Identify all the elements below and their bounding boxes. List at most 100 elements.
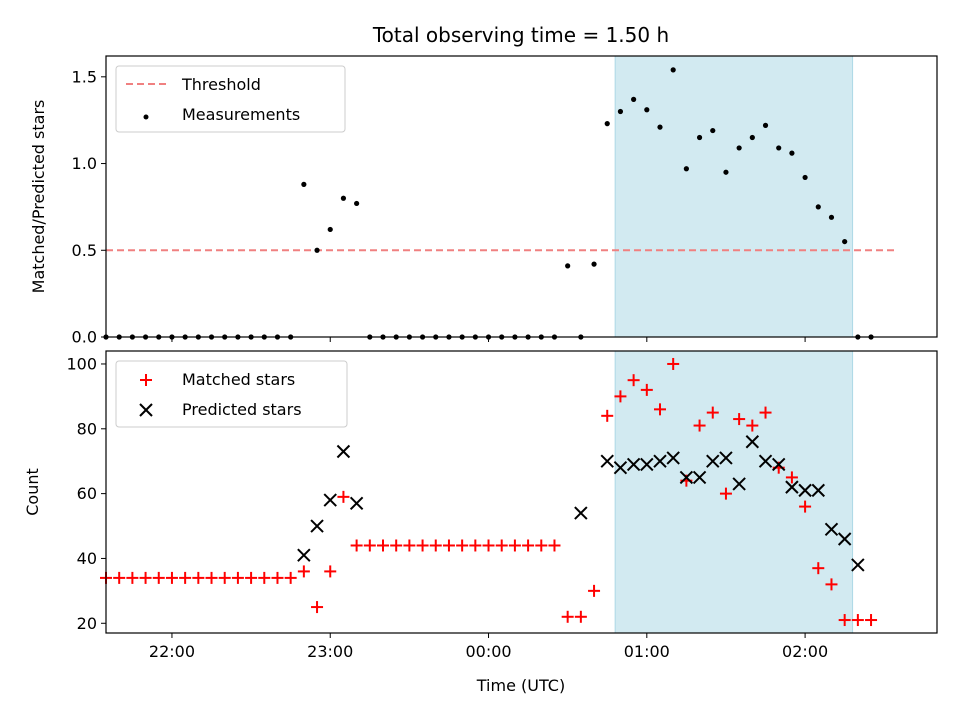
- predicted-star-point: [824, 522, 839, 536]
- predicted-marker-b: [336, 444, 351, 459]
- predicted-marker-b: [851, 558, 865, 572]
- matched-star-point: [548, 539, 561, 552]
- matched-star-point: [350, 539, 363, 552]
- bottom-legend-box: [115, 360, 348, 428]
- matched-star-point: [126, 571, 139, 584]
- predicted-marker-b: [574, 506, 588, 520]
- matched-star-point: [719, 487, 732, 500]
- predicted-marker-b: [349, 496, 364, 511]
- measurement-point: [789, 150, 795, 156]
- predicted-marker-b: [297, 548, 311, 562]
- legend-matched-swatch: [140, 374, 152, 386]
- predicted-star-point: [297, 548, 311, 562]
- bot-x-tick-label: 02:00: [782, 642, 828, 661]
- predicted-marker-b: [666, 451, 680, 465]
- measurement-point: [327, 226, 333, 233]
- top-y-tick-label: 0.5: [72, 241, 97, 260]
- predicted-star-point: [323, 493, 337, 507]
- matched-star-point: [311, 601, 324, 614]
- matched-star-point: [258, 571, 271, 584]
- predicted-star-point: [613, 460, 628, 475]
- measurement-point: [670, 67, 676, 73]
- predicted-marker-b: [811, 483, 825, 498]
- measurement-point: [723, 169, 729, 175]
- predicted-marker-b: [798, 483, 812, 498]
- predicted-star-point: [666, 451, 680, 465]
- bottom-legend: Matched stars Predicted stars: [115, 360, 348, 428]
- measurement-point: [815, 204, 821, 210]
- measurement-point: [696, 134, 703, 141]
- measurement-point: [604, 121, 610, 127]
- bot-x-tick-label: 22:00: [149, 642, 195, 661]
- matched-star-point: [706, 406, 719, 419]
- matched-star-point: [746, 419, 759, 432]
- matched-star-point: [284, 571, 297, 584]
- matched-star-point: [218, 571, 231, 584]
- matched-star-point: [139, 571, 152, 584]
- predicted-star-point: [574, 506, 588, 520]
- predicted-marker-b: [679, 470, 694, 485]
- matched-star-point: [601, 409, 614, 422]
- matched-star-point: [403, 539, 416, 552]
- matched-star-point: [429, 539, 442, 552]
- predicted-marker-b: [626, 457, 641, 472]
- matched-star-point: [205, 571, 218, 584]
- matched-star-point: [377, 539, 389, 552]
- matched-star-point: [456, 539, 469, 552]
- predicted-marker-b: [692, 470, 707, 485]
- measurement-point: [617, 108, 624, 115]
- measurement-point: [749, 134, 755, 141]
- predicted-star-point: [811, 483, 825, 498]
- predicted-marker-b: [653, 454, 667, 468]
- predicted-marker-b: [824, 522, 839, 536]
- bot-y-tick-label: 40: [77, 549, 97, 568]
- measurement-point: [314, 247, 320, 253]
- matched-star-point: [851, 614, 864, 627]
- matched-star-point: [627, 374, 640, 387]
- legend-matched-label: Matched stars: [182, 370, 295, 389]
- matched-star-point: [165, 571, 178, 584]
- bottom-axes-frame: [105, 350, 938, 634]
- matched-star-point: [337, 490, 350, 503]
- predicted-star-point: [679, 470, 694, 485]
- matched-star-point: [192, 571, 205, 584]
- bot-y-tick-label: 100: [66, 354, 97, 373]
- matched-star-point: [785, 471, 798, 484]
- top-legend-box: [115, 65, 346, 133]
- matched-star-point: [733, 413, 746, 426]
- predicted-star-point: [732, 477, 746, 491]
- measurement-point: [776, 145, 782, 151]
- matched-star-point: [469, 539, 482, 552]
- predicted-marker-b: [323, 493, 337, 507]
- matched-star-point: [535, 539, 548, 552]
- measurement-point: [644, 107, 650, 113]
- matched-star-point: [614, 390, 627, 403]
- matched-star-point: [522, 539, 535, 552]
- bottom-y-axis-label: Count: [23, 468, 42, 516]
- predicted-star-point: [719, 451, 733, 465]
- matched-star-point: [482, 539, 495, 552]
- legend-predicted-swatch: [139, 403, 153, 417]
- predicted-star-point: [692, 470, 707, 485]
- matched-star-point: [588, 584, 601, 597]
- matched-star-point: [825, 578, 838, 591]
- top-panel: 0.0 0.5 1.0 1.5 Matched/Predicted stars Thr…: [29, 55, 938, 347]
- top-highlight-span: [614, 55, 854, 338]
- predicted-star-point: [798, 483, 812, 498]
- bot-y-tick-label: 80: [77, 419, 97, 438]
- legend-threshold-label: Threshold: [181, 75, 261, 94]
- matched-star-point: [297, 565, 310, 578]
- predicted-marker-b: [706, 454, 720, 468]
- chart-title: Total observing time = 1.50 h: [372, 23, 669, 47]
- matched-star-point: [508, 539, 521, 552]
- predicted-marker-b: [785, 480, 799, 494]
- bot-x-tick-label: 01:00: [624, 642, 670, 661]
- matched-star-point: [865, 614, 878, 627]
- measurement-point: [802, 174, 808, 181]
- measurement-point: [842, 238, 848, 245]
- matched-star-point: [759, 406, 772, 419]
- top-y-tick-label: 0.0: [72, 328, 97, 347]
- legend-predicted-label: Predicted stars: [182, 400, 302, 419]
- predicted-marker-b: [772, 457, 786, 472]
- matched-star-point: [152, 571, 165, 584]
